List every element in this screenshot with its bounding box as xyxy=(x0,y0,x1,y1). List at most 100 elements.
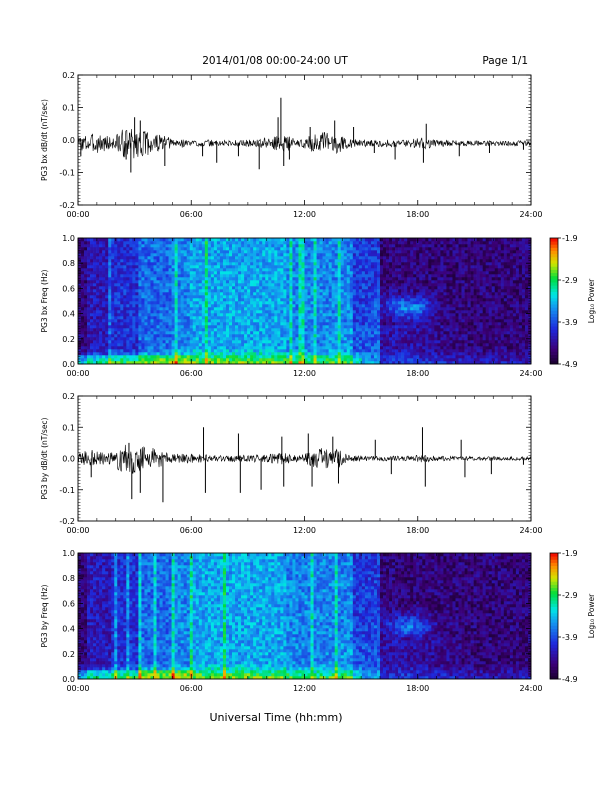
spectrogram-cell xyxy=(90,253,94,257)
spectrogram-cell xyxy=(180,289,184,293)
spectrogram-cell xyxy=(346,355,351,359)
spectrogram-cell xyxy=(93,331,97,335)
spectrogram-cell xyxy=(171,358,175,362)
spectrogram-cell xyxy=(216,358,221,362)
spectrogram-cell xyxy=(364,358,369,362)
spectrogram-cell xyxy=(358,268,363,272)
spectrogram-cell xyxy=(207,244,212,248)
spectrogram-cell xyxy=(325,259,329,263)
spectrogram-cell xyxy=(93,298,97,302)
spectrogram-cell xyxy=(229,337,233,341)
spectrogram-cell xyxy=(201,307,206,311)
spectrogram-cell xyxy=(232,325,236,329)
spectrogram-cell xyxy=(99,349,103,353)
spectrogram-cell xyxy=(383,343,387,347)
spectrogram-cell xyxy=(373,358,378,362)
spectrogram-cell xyxy=(343,355,348,359)
spectrogram-cell xyxy=(105,292,109,296)
spectrogram-cell xyxy=(171,295,175,299)
spectrogram-cell xyxy=(174,247,178,251)
spectrogram-cell xyxy=(162,250,166,254)
spectrogram-cell xyxy=(361,319,366,323)
spectrogram-cell xyxy=(395,238,399,242)
spectrogram-cell xyxy=(222,301,227,305)
spectrogram-cell xyxy=(132,253,136,257)
spectrogram-cell xyxy=(238,256,242,260)
spectrogram-cell xyxy=(286,313,290,317)
spectrogram-cell xyxy=(244,295,248,299)
spectrogram-cell xyxy=(283,256,287,260)
spectrogram-cell xyxy=(171,283,175,287)
spectrogram-cell xyxy=(395,280,399,284)
spectrogram-cell xyxy=(355,259,360,263)
spectrogram-cell xyxy=(262,244,266,248)
spectrogram-cell xyxy=(132,337,136,341)
spectrogram-cell xyxy=(301,307,305,311)
spectrogram-cell xyxy=(210,289,215,293)
spectrogram-cell xyxy=(126,253,130,257)
spectrogram-cell xyxy=(280,277,284,281)
spectrogram-cell xyxy=(383,295,387,299)
spectrogram-cell xyxy=(352,256,357,260)
spectrogram-cell xyxy=(207,292,212,296)
spectrogram-cell xyxy=(419,241,423,245)
spectrogram-cell xyxy=(105,286,109,290)
spectrogram-cell xyxy=(331,295,335,299)
spectrogram-cell xyxy=(389,358,393,362)
spectrogram-cell xyxy=(195,340,200,344)
spectrogram-cell xyxy=(84,334,88,338)
spectrogram-cell xyxy=(322,247,326,251)
spectrogram-cell xyxy=(238,355,242,359)
spectrogram-cell xyxy=(331,319,335,323)
spectrogram-cell xyxy=(253,301,257,305)
spectrogram-cell xyxy=(156,253,160,257)
spectrogram-cell xyxy=(123,289,127,293)
spectrogram-cell xyxy=(186,265,191,269)
spectrogram-cell xyxy=(283,352,287,356)
spectrogram-cell xyxy=(138,361,142,365)
spectrogram-cell xyxy=(343,340,348,344)
spectrogram-cell xyxy=(123,280,127,284)
spectrogram-cell xyxy=(404,349,408,353)
spectrogram-cell xyxy=(271,349,275,353)
spectrogram-cell xyxy=(301,292,305,296)
spectrogram-cell xyxy=(108,292,112,296)
spectrogram-cell xyxy=(126,313,130,317)
spectrogram-cell xyxy=(250,328,254,332)
spectrogram-cell xyxy=(229,238,233,242)
spectrogram-cell xyxy=(298,286,302,290)
spectrogram-cell xyxy=(105,262,109,266)
spectrogram-cell xyxy=(159,280,163,284)
spectrogram-cell xyxy=(262,280,266,284)
spectrogram-cell xyxy=(419,298,423,302)
spectrogram-cell xyxy=(192,244,197,248)
spectrogram-cell xyxy=(361,331,366,335)
spectrogram-cell xyxy=(316,295,320,299)
spectrogram-cell xyxy=(289,352,293,356)
spectrogram-cell xyxy=(395,271,399,275)
spectrogram-cell xyxy=(352,337,357,341)
spectrogram-cell xyxy=(286,355,290,359)
spectrogram-cell xyxy=(331,325,335,329)
spectrogram-cell xyxy=(358,286,363,290)
spectrogram-cell xyxy=(192,295,197,299)
spectrogram-cell xyxy=(301,355,305,359)
spectrogram-cell xyxy=(280,256,284,260)
spectrogram-cell xyxy=(213,313,218,317)
spectrogram-cell xyxy=(250,319,254,323)
spectrogram-cell xyxy=(410,271,414,275)
spectrogram-cell xyxy=(165,361,169,365)
spectrogram-cell xyxy=(87,298,91,302)
spectrogram-cell xyxy=(177,352,181,356)
spectrogram-cell xyxy=(316,331,320,335)
spectrogram-cell xyxy=(81,319,85,323)
spectrogram-cell xyxy=(138,259,142,263)
spectrogram-cell xyxy=(132,346,136,350)
spectrogram-cell xyxy=(225,271,230,275)
spectrogram-cell xyxy=(349,268,354,272)
spectrogram-cell xyxy=(349,358,354,362)
spectrogram-cell xyxy=(419,310,423,314)
spectrogram-cell xyxy=(102,319,106,323)
spectrogram-cell xyxy=(410,343,414,347)
spectrogram-cell xyxy=(331,274,335,278)
